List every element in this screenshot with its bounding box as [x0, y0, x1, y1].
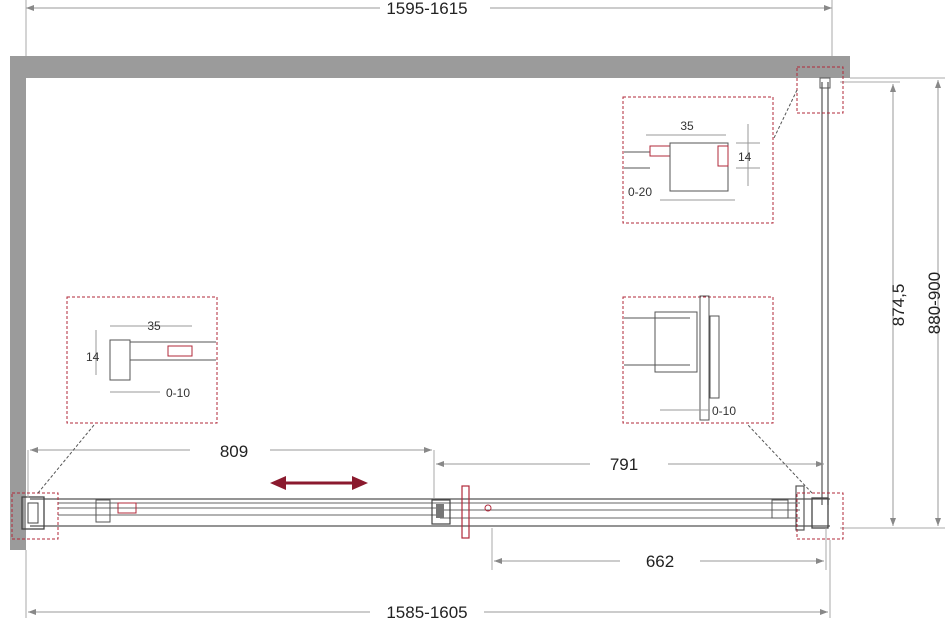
detail-top-right-width: 35 [680, 119, 694, 133]
panel-height-label: 874,5 [889, 284, 908, 327]
wall-top-left [10, 56, 850, 550]
detail-left-height: 14 [86, 350, 100, 364]
detail-right-bottom: 0-10 [622, 295, 774, 424]
opening-dimension: 662 [491, 528, 827, 571]
bottom-width-label: 1585-1605 [386, 603, 467, 622]
wall-outline [10, 56, 850, 550]
detail-markers [11, 66, 844, 540]
door-assembly [21, 485, 830, 539]
top-width-label: 1595-1615 [386, 0, 467, 18]
panel-height-dimension: 874,5 [840, 81, 908, 529]
detail-right-bottom-adjust: 0-10 [712, 404, 736, 418]
top-width-dimension: 1595-1615 [25, 0, 833, 56]
double-arrow-icon [270, 476, 368, 490]
detail-left-width: 35 [147, 319, 161, 333]
left-door-label: 809 [220, 442, 248, 461]
detail-left-adjust: 0-10 [166, 386, 190, 400]
right-door-label: 791 [610, 455, 638, 474]
left-door-dimension: 809 [27, 442, 435, 498]
detail-top-right-adjust: 0-20 [628, 185, 652, 199]
opening-label: 662 [646, 552, 674, 571]
bottom-width-dimension: 1585-1605 [25, 540, 831, 622]
total-depth-label: 880-900 [925, 272, 944, 334]
detail-top-right-height: 14 [738, 150, 752, 164]
total-depth-dimension: 880-900 [850, 77, 945, 529]
detail-left: 35 14 0-10 [66, 296, 218, 424]
detail-top-right: 35 14 0-20 [622, 96, 774, 224]
side-panel [819, 77, 831, 505]
right-door-dimension: 791 [436, 455, 824, 474]
